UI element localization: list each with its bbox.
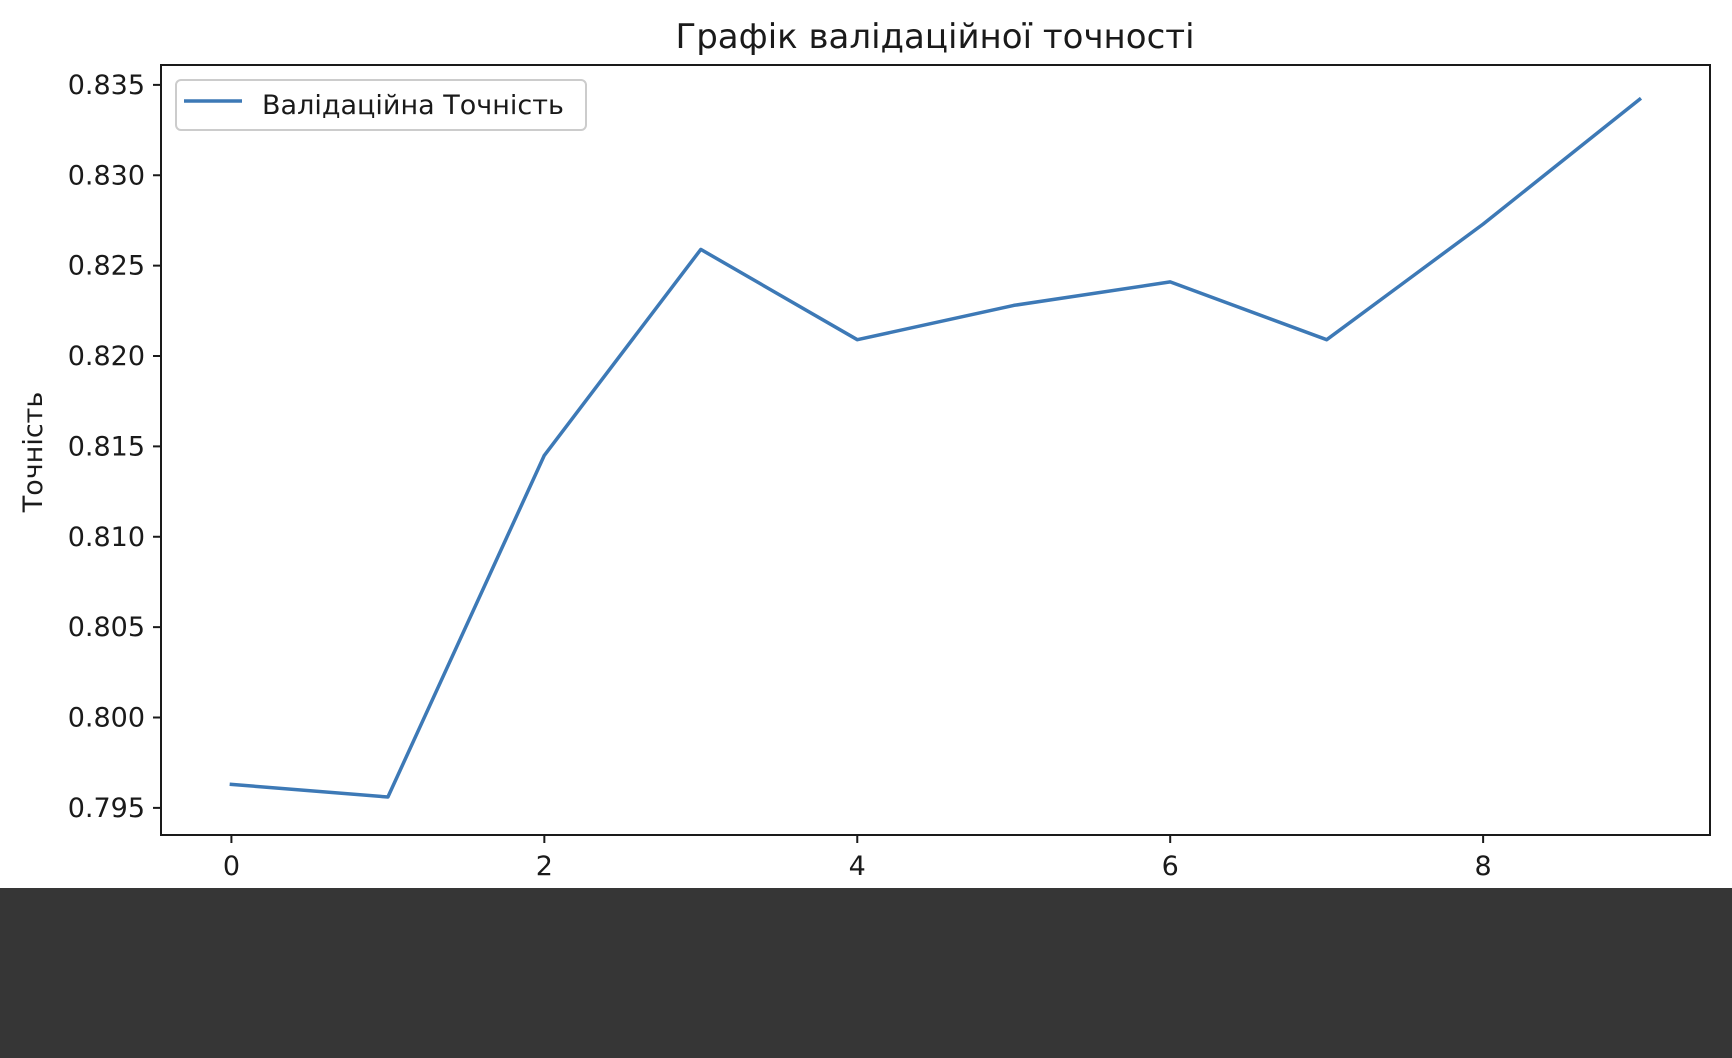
y-tick-label: 0.815 — [68, 431, 145, 462]
x-tick-label: 2 — [536, 851, 553, 882]
plot-area — [160, 64, 1711, 836]
outer-background — [0, 888, 1732, 1054]
y-tick-label: 0.825 — [68, 251, 145, 282]
x-tick-label: 6 — [1162, 851, 1179, 882]
y-tick-label: 0.830 — [68, 160, 145, 191]
y-axis: 0.795 0.800 0.805 0.810 0.815 0.820 0.825 0.830… — [68, 70, 161, 824]
y-tick-label: 0.820 — [68, 341, 145, 372]
x-tick-label: 0 — [223, 851, 240, 882]
figure-background — [0, 0, 1732, 888]
x-tick-label: 4 — [849, 851, 866, 882]
y-tick-label: 0.795 — [68, 793, 145, 824]
chart-title: Графік валідаційної точності — [675, 17, 1194, 57]
legend-label: Валідаційна Точність — [262, 90, 564, 121]
y-axis-label: Точність — [18, 392, 49, 514]
y-tick-label: 0.805 — [68, 612, 145, 643]
y-tick-label: 0.800 — [68, 703, 145, 734]
series-line — [229, 96, 1643, 799]
x-axis: 0 2 4 6 8 — [223, 835, 1492, 882]
x-tick-label: 8 — [1475, 851, 1492, 882]
series-layer — [229, 96, 1643, 799]
legend: Валідаційна Точність — [175, 79, 587, 131]
legend-box — [175, 79, 587, 131]
y-tick-label: 0.835 — [68, 70, 145, 101]
y-tick-label: 0.810 — [68, 522, 145, 553]
